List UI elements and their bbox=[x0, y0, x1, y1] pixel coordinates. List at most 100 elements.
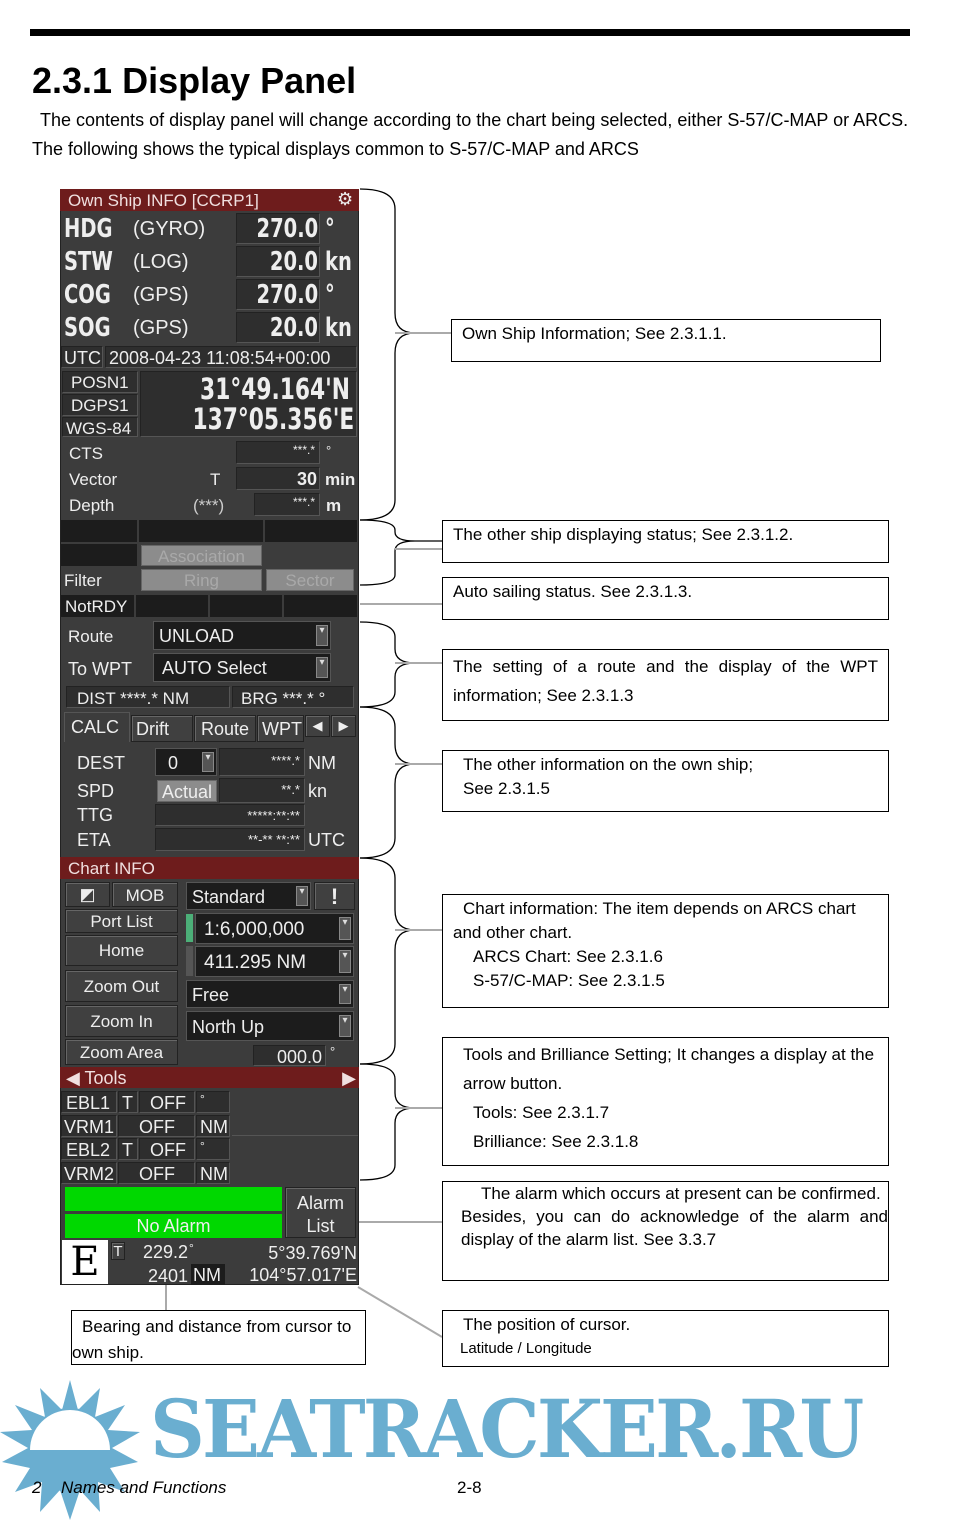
tab-scroll-right-icon[interactable]: ▶ bbox=[331, 715, 356, 737]
ebl1-unit: ° bbox=[196, 1091, 230, 1113]
callout-chart-line3: S-57/C-MAP: See 2.3.1.5 bbox=[473, 971, 665, 990]
tab-wpt[interactable]: WPT bbox=[257, 715, 304, 742]
filter-label: Filter bbox=[64, 571, 102, 590]
rotation-unit: ° bbox=[330, 1044, 336, 1059]
chevron-down-icon[interactable]: ▾ bbox=[316, 657, 328, 678]
hdg-value: 270.0 bbox=[256, 214, 319, 244]
zoom-area-button[interactable]: Zoom Area bbox=[65, 1039, 178, 1065]
dest-value: 0 bbox=[168, 753, 179, 773]
callout-tools-line3: Brilliance: See 2.3.1.8 bbox=[473, 1132, 639, 1151]
tab-scroll-left-icon[interactable]: ◀ bbox=[305, 715, 330, 737]
ebl1-mode[interactable]: T bbox=[118, 1091, 138, 1113]
range-value: 411.295 NM bbox=[204, 952, 307, 973]
tools-header: ◀ Tools ▶ bbox=[60, 1067, 359, 1088]
tab-route[interactable]: Route bbox=[194, 715, 256, 742]
tools-next-icon[interactable]: ▶ bbox=[342, 1068, 356, 1088]
wpt-distance: DIST ****.* NM bbox=[66, 686, 230, 708]
chevron-down-icon[interactable]: ▾ bbox=[296, 886, 308, 906]
spd-mode-button[interactable]: Actual bbox=[157, 780, 217, 802]
callout-alarm-line2: Besides, you can do acknowledge of the a… bbox=[461, 1207, 888, 1249]
range-dropdown[interactable]: 411.295 NM ▾ bbox=[195, 946, 354, 977]
ring-button[interactable]: Ring bbox=[141, 569, 262, 591]
sector-button[interactable]: Sector bbox=[266, 569, 354, 591]
utc-label: UTC bbox=[61, 346, 103, 368]
callout-route: The setting of a route and the display o… bbox=[442, 649, 889, 721]
motion-dropdown[interactable]: Free ▾ bbox=[186, 980, 354, 1008]
chevron-down-icon[interactable]: ▾ bbox=[339, 1015, 351, 1037]
spd-value: **.* bbox=[219, 778, 305, 803]
rotation-value[interactable]: 000.0 bbox=[253, 1045, 326, 1066]
stw-unit: kn bbox=[325, 247, 352, 277]
alarm-list-button[interactable]: Alarm List bbox=[285, 1187, 356, 1238]
ebl1-state[interactable]: OFF bbox=[139, 1091, 195, 1113]
callout-chart-line2: ARCS Chart: See 2.3.1.6 bbox=[473, 947, 663, 966]
other-ship-cell bbox=[265, 520, 357, 542]
scale-indicator bbox=[186, 914, 193, 942]
posn-source[interactable]: POSN1 bbox=[62, 371, 138, 393]
bearing-mode[interactable]: T bbox=[111, 1242, 125, 1260]
ttg-label: TTG bbox=[77, 805, 113, 825]
vrm1-unit: NM bbox=[196, 1115, 230, 1137]
display-mode-dropdown[interactable]: Standard ▾ bbox=[186, 882, 311, 910]
alarm-status[interactable]: No Alarm bbox=[65, 1214, 282, 1238]
brilliance-button[interactable]: E bbox=[62, 1240, 108, 1284]
home-button[interactable]: Home bbox=[65, 935, 178, 966]
callout-chart-line1: Chart information: The item depends on A… bbox=[453, 899, 856, 942]
cursor-lon: 104°57.017'E bbox=[249, 1265, 357, 1285]
tab-calc[interactable]: CALC bbox=[64, 712, 130, 742]
other-ship-cell bbox=[139, 520, 263, 542]
hdg-label: HDG bbox=[64, 214, 113, 244]
chevron-down-icon[interactable]: ▾ bbox=[339, 950, 351, 973]
alarm-message-bar[interactable] bbox=[65, 1187, 282, 1211]
datum: WGS-84 bbox=[62, 417, 138, 437]
orientation-dropdown[interactable]: North Up ▾ bbox=[186, 1011, 354, 1041]
depth-source: (***) bbox=[193, 496, 225, 515]
vrm2-state[interactable]: OFF bbox=[118, 1162, 195, 1184]
zoom-out-button[interactable]: Zoom Out bbox=[65, 970, 178, 1002]
own-lat: 31°49.164'N bbox=[200, 372, 350, 406]
ebl2-state[interactable]: OFF bbox=[139, 1138, 195, 1160]
own-lon: 137°05.356'E bbox=[192, 402, 355, 436]
callout-other-info-line1: The other information on the own ship; bbox=[463, 755, 754, 774]
ebl1-label: EBL1 bbox=[61, 1091, 117, 1113]
port-list-button[interactable]: Port List bbox=[65, 909, 178, 933]
eta-unit: UTC bbox=[308, 830, 345, 850]
callout-other-ship: The other ship displaying status; See 2.… bbox=[442, 520, 889, 563]
intro-text: The contents of display panel will chang… bbox=[32, 110, 909, 159]
chevron-down-icon[interactable]: ▾ bbox=[316, 625, 328, 646]
callout-tools: Tools and Brilliance Setting; It changes… bbox=[442, 1037, 889, 1166]
ebl2-unit: ° bbox=[196, 1138, 230, 1160]
scale-dropdown[interactable]: 1:6,000,000 ▾ bbox=[195, 913, 354, 944]
sog-value: 20.0 bbox=[269, 313, 318, 343]
day-night-toggle-icon[interactable]: ◩ bbox=[65, 882, 110, 907]
sog-source: (GPS) bbox=[133, 317, 189, 339]
callout-cursor-line2: Latitude / Longitude bbox=[460, 1340, 592, 1357]
association-button[interactable]: Association bbox=[141, 545, 262, 566]
callout-tools-line1: Tools and Brilliance Setting; It changes… bbox=[463, 1045, 875, 1093]
chevron-down-icon[interactable]: ▾ bbox=[202, 752, 214, 772]
tab-drift[interactable]: Drift bbox=[131, 715, 193, 742]
cursor-lat: 5°39.769'N bbox=[268, 1243, 357, 1263]
settings-wheel-icon[interactable]: ⚙ bbox=[337, 189, 354, 209]
auto-sail-cell bbox=[136, 595, 208, 617]
watermark-sun-logo bbox=[0, 1380, 140, 1520]
chevron-down-icon[interactable]: ▾ bbox=[339, 984, 351, 1004]
vector-value[interactable]: 30 bbox=[236, 467, 320, 490]
hdg-unit: ° bbox=[325, 214, 335, 244]
top-rule bbox=[30, 29, 910, 36]
ebl2-mode[interactable]: T bbox=[118, 1138, 138, 1160]
stw-source: (LOG) bbox=[133, 251, 189, 273]
route-dropdown[interactable]: UNLOAD ▾ bbox=[153, 621, 331, 650]
depth-unit: m bbox=[326, 496, 342, 515]
vrm1-state[interactable]: OFF bbox=[118, 1115, 195, 1137]
stw-label: STW bbox=[64, 247, 113, 277]
dest-dropdown[interactable]: 0 ▾ bbox=[155, 748, 217, 776]
to-wpt-dropdown[interactable]: AUTO Select ▾ bbox=[153, 653, 331, 682]
cts-label: CTS bbox=[69, 444, 103, 463]
mob-button[interactable]: MOB bbox=[112, 882, 178, 907]
tools-prev-icon[interactable]: ◀ bbox=[66, 1068, 85, 1088]
zoom-in-button[interactable]: Zoom In bbox=[65, 1005, 178, 1037]
chevron-down-icon[interactable]: ▾ bbox=[339, 917, 351, 940]
tools-title: Tools bbox=[84, 1068, 127, 1088]
alert-button[interactable]: ! bbox=[314, 882, 355, 910]
